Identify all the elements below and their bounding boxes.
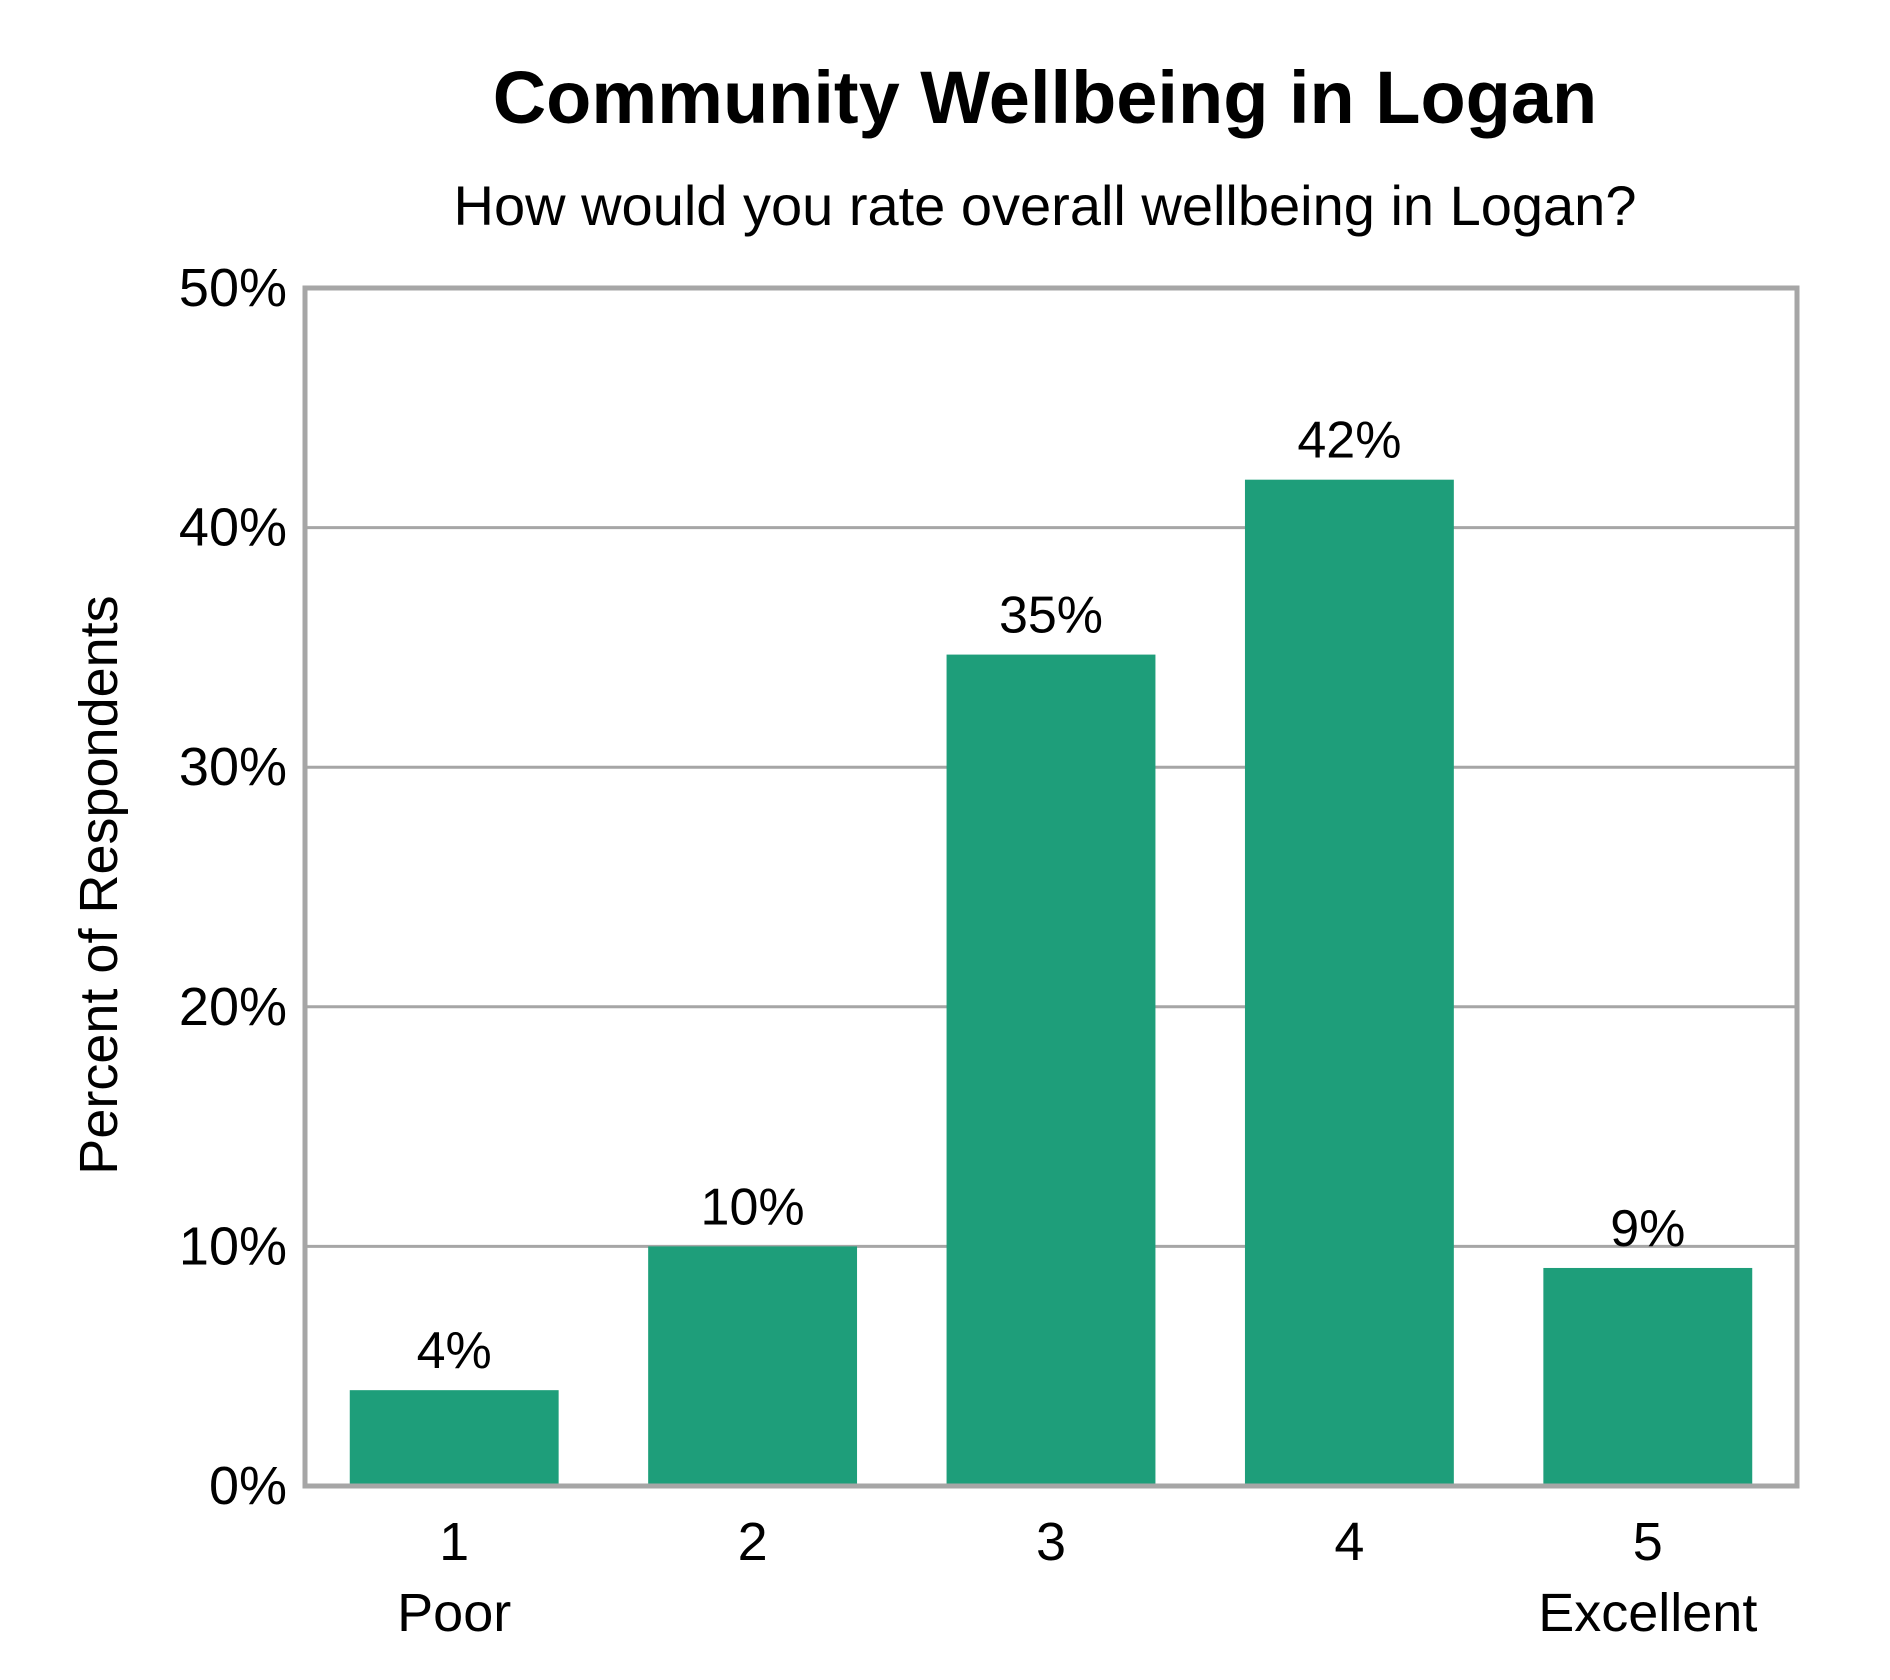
x-tick-label: 3 — [1036, 1512, 1066, 1572]
y-tick-label: 40% — [179, 498, 287, 558]
data-label: 42% — [1297, 412, 1401, 470]
bar — [1543, 1267, 1753, 1486]
x-tick-sublabel: Excellent — [1538, 1583, 1757, 1643]
x-tick-label: 4 — [1334, 1512, 1364, 1572]
data-label: 4% — [417, 1322, 492, 1380]
y-tick-label: 50% — [179, 258, 287, 318]
chart-subtitle: How would you rate overall wellbeing in … — [454, 174, 1637, 237]
y-axis-ticks: 0% 10% 20% 30% 40% 50% — [179, 258, 287, 1516]
bar — [1244, 479, 1454, 1486]
x-tick-label: 1 — [439, 1512, 469, 1572]
data-label: 9% — [1610, 1200, 1685, 1258]
x-axis-ticks: 1 Poor 2 3 4 5 Excellent — [397, 1512, 1757, 1643]
y-tick-label: 10% — [179, 1216, 287, 1276]
y-tick-label: 0% — [209, 1456, 287, 1516]
data-label: 35% — [999, 587, 1103, 645]
bar — [648, 1246, 858, 1486]
data-label: 10% — [701, 1178, 805, 1236]
data-labels: 4% 10% 35% 42% 9% — [417, 412, 1686, 1380]
x-tick-label: 5 — [1633, 1512, 1663, 1572]
x-tick-sublabel: Poor — [397, 1583, 511, 1643]
bar — [946, 654, 1156, 1486]
x-tick-label: 2 — [738, 1512, 768, 1572]
chart-title: Community Wellbeing in Logan — [493, 56, 1598, 139]
y-tick-label: 20% — [179, 977, 287, 1037]
bars — [349, 479, 1753, 1486]
bar — [349, 1390, 559, 1486]
plot-frame — [302, 285, 1800, 1489]
y-axis-label: Percent of Respondents — [69, 595, 129, 1174]
y-tick-label: 30% — [179, 737, 287, 797]
